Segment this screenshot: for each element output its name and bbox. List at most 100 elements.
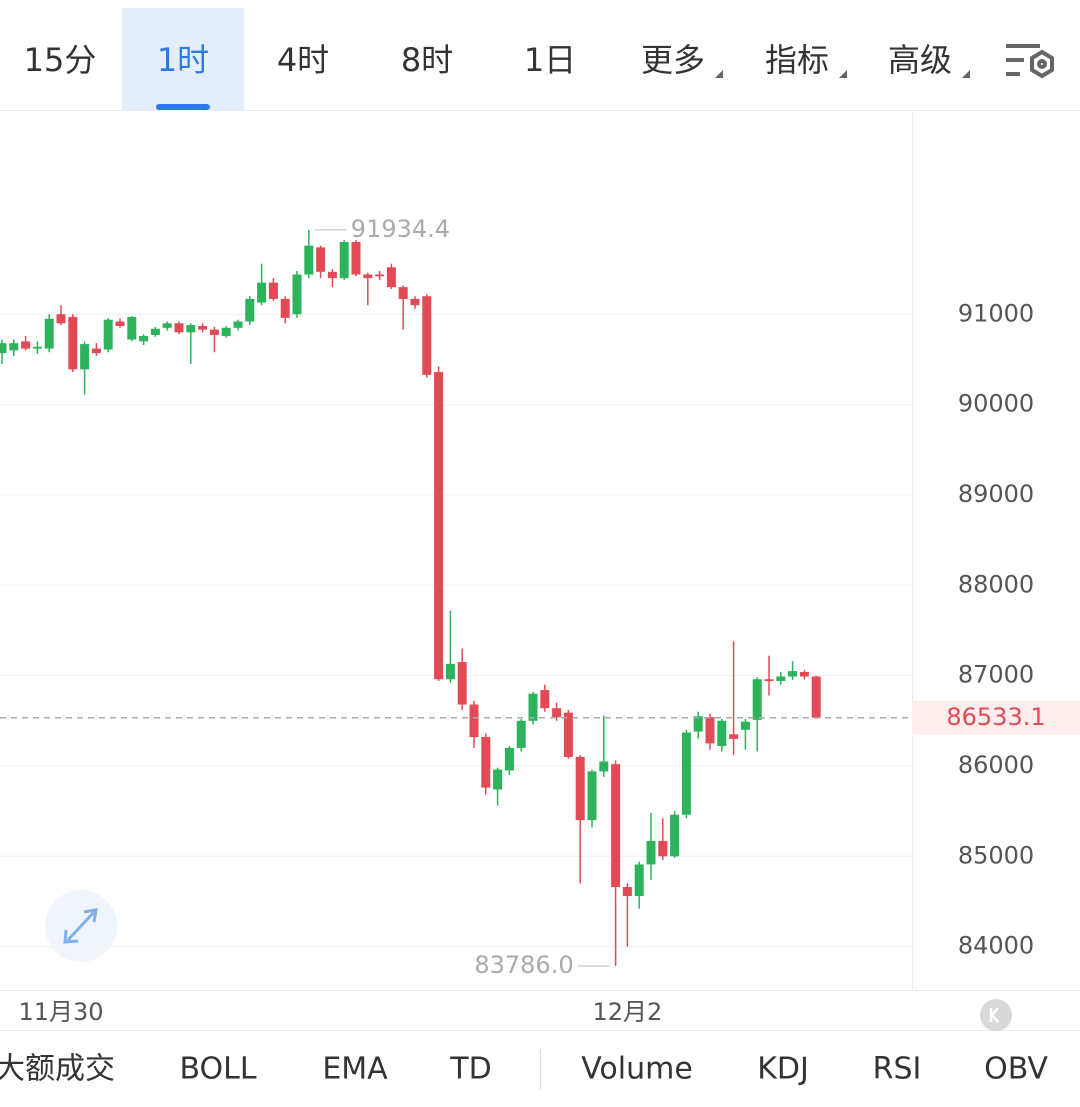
candle-body [422,296,432,375]
candle-body [375,274,385,277]
candle-body [91,348,101,354]
candle-body [552,708,562,718]
candle-body [469,704,479,738]
tab[interactable]: 4时 [277,41,329,79]
candle-body [717,720,727,747]
candle-body [21,341,31,349]
candle-body [56,314,66,324]
candle-body [646,840,656,865]
candle-body [611,764,621,888]
active-tab-indicator [156,104,210,110]
candle-body [457,662,467,705]
indicator-tab[interactable]: 大额成交 [0,1052,115,1087]
x-tick-label: 12月2 [592,998,662,1026]
candle-body [752,679,762,720]
candle-body [44,318,54,349]
tab[interactable]: 8时 [401,41,453,79]
candle-body [504,747,514,771]
candle-body [729,734,739,739]
candle-body [634,864,644,897]
last-price-label: 86533.1 [946,703,1045,731]
indicator-tab[interactable]: BOLL [179,1052,256,1087]
candle-body [693,716,703,732]
candle-body [493,769,503,790]
settings-icon[interactable] [1006,44,1054,79]
candle-body [575,756,585,821]
indicator-tab[interactable]: EMA [322,1052,388,1087]
indicator-tab[interactable]: RSI [873,1052,922,1087]
candle-body [9,343,19,351]
candle-body [221,327,231,336]
candle-body [245,298,255,322]
candle-body [233,321,243,328]
candle-body [811,676,821,718]
candle-body [622,887,632,897]
candle-body [363,274,373,279]
tab[interactable]: 15分 [24,41,97,79]
candle-body [327,271,337,279]
expand-button[interactable] [45,890,117,962]
tab[interactable]: 1时 [157,41,209,79]
candle-body [174,323,184,333]
candle-body [481,737,491,788]
collapse-button[interactable] [980,999,1012,1031]
active-tab-bg [122,8,244,110]
candle-body [681,732,691,815]
dropdown-caret [839,70,847,78]
candle-body [198,326,208,330]
indicator-tab[interactable]: TD [449,1052,491,1087]
candle-body [528,693,538,721]
candle-body [599,761,609,772]
y-tick-label: 87000 [958,661,1034,689]
tab[interactable]: 更多 [641,41,705,79]
candle-body [799,672,809,677]
dropdown-caret [715,70,723,78]
candle-body [398,287,408,299]
y-tick-label: 91000 [958,299,1034,327]
candle-body [434,372,444,680]
high-marker-label: 91934.4 [351,215,450,243]
candle-body [139,335,149,342]
candle-body [257,282,267,303]
candle-body [563,712,573,757]
candle-body [150,328,160,336]
candle-body [658,840,668,857]
y-tick-label: 88000 [958,570,1034,598]
candle-body [670,814,680,857]
candle-body [587,771,597,821]
indicator-tab[interactable]: OBV [984,1052,1048,1087]
y-tick-label: 84000 [958,932,1034,960]
candle-body [776,676,786,682]
candle-body [351,241,361,275]
candle-body [788,671,798,677]
y-tick-label: 85000 [958,841,1034,869]
candle-body [410,298,420,306]
candle-body [316,247,326,272]
candle-body [304,245,314,275]
candle-body [386,267,396,288]
candle-body [516,720,526,748]
last-price-badge [912,700,1080,735]
candle-body [445,663,455,680]
tab[interactable]: 指标 [765,41,829,79]
candle-body [292,274,302,315]
candle-body [0,343,7,354]
candle-body [80,344,90,370]
x-tick-label: 11月30 [18,998,103,1026]
indicator-tab[interactable]: KDJ [757,1052,809,1087]
indicator-tab[interactable]: Volume [581,1052,693,1087]
tab[interactable]: 1日 [524,41,576,79]
y-tick-label: 89000 [958,480,1034,508]
candle-body [268,282,278,299]
candle-body [115,321,125,327]
candle-body [705,717,715,744]
y-tick-label: 86000 [958,751,1034,779]
candle-body [740,721,750,730]
tab[interactable]: 高级 [888,41,952,79]
candle-body [339,241,349,279]
plot: 84000 85000 86000 87000 88000 89000 90000 91000… [0,215,1080,1026]
candle-body [764,679,774,682]
candle-body [186,325,196,333]
